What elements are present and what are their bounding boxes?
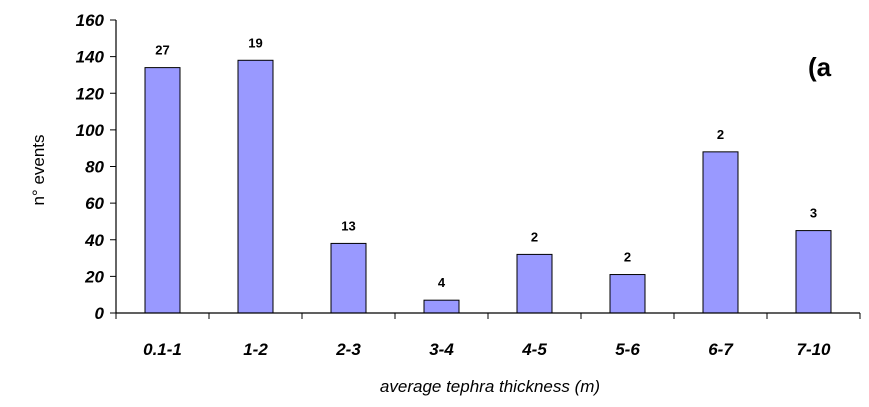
data-label: 2 — [531, 229, 538, 244]
data-labels: 27 19 13 4 2 2 2 3 — [155, 35, 817, 290]
x-axis-title: average tephra thickness (m) — [380, 377, 600, 396]
x-tick-label: 6-7 — [708, 340, 734, 359]
y-tick-label: 20 — [84, 267, 104, 286]
x-tick-label: 0.1-1 — [143, 340, 182, 359]
y-tick-label: 60 — [85, 194, 104, 213]
data-label: 27 — [155, 43, 169, 58]
y-tick-label: 40 — [84, 231, 104, 250]
bar-2-3 — [330, 242, 367, 314]
data-label: 19 — [248, 35, 262, 50]
bar-4-5 — [516, 253, 553, 314]
y-axis-title: n° events — [29, 134, 48, 205]
y-tick-label: 0 — [95, 304, 105, 323]
bar-3-4 — [423, 299, 460, 314]
bar-7-10 — [795, 230, 832, 314]
data-label: 3 — [810, 206, 817, 221]
data-label: 13 — [341, 218, 355, 233]
y-tick-label: 160 — [76, 11, 105, 30]
y-tick-label: 120 — [76, 84, 105, 103]
y-tick-label: 140 — [76, 48, 105, 67]
y-tick-label: 80 — [85, 158, 104, 177]
axes — [115, 20, 860, 314]
bar-1-2 — [237, 59, 274, 314]
x-tick-label: 1-2 — [243, 340, 268, 359]
x-tick-label: 2-3 — [335, 340, 361, 359]
data-label: 2 — [624, 250, 631, 265]
bar-5-6 — [609, 274, 646, 314]
x-tick-label: 3-4 — [429, 340, 454, 359]
y-tick-label: 100 — [76, 121, 105, 140]
data-label: 2 — [717, 127, 724, 142]
x-axis-ticks: 0.1-1 1-2 2-3 3-4 4-5 5-6 6-7 7-10 — [115, 313, 861, 359]
x-tick-label: 7-10 — [796, 340, 831, 359]
x-tick-label: 5-6 — [615, 340, 640, 359]
data-label: 4 — [438, 275, 446, 290]
bar-0.1-1 — [144, 67, 181, 314]
bars — [144, 59, 832, 314]
y-axis-ticks: 0 20 40 60 80 100 120 140 160 — [76, 11, 116, 323]
x-tick-label: 4-5 — [521, 340, 547, 359]
panel-label: (a — [808, 52, 832, 82]
bar-6-7 — [702, 151, 739, 314]
